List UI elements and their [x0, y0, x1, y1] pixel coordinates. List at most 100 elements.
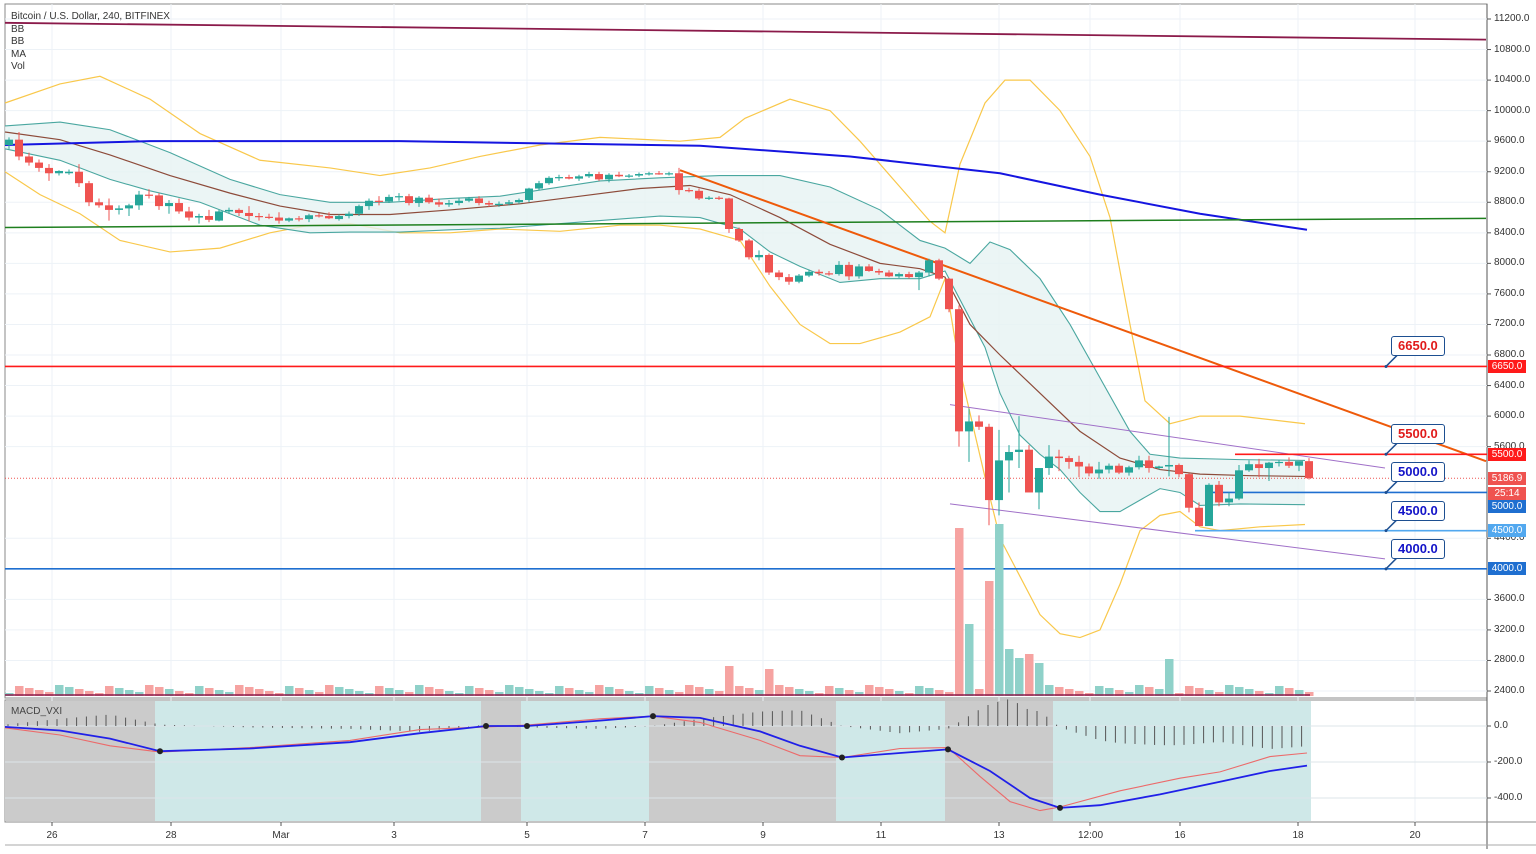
candle-body[interactable]: [865, 266, 873, 272]
symbol-title[interactable]: Bitcoin / U.S. Dollar, 240, BITFINEX: [11, 11, 170, 22]
candle-body[interactable]: [445, 203, 453, 205]
candle-body[interactable]: [1245, 464, 1253, 471]
candle-body[interactable]: [775, 272, 783, 278]
candle-body[interactable]: [225, 209, 233, 212]
candle-body[interactable]: [895, 274, 903, 277]
candle-body[interactable]: [75, 171, 83, 184]
candle-body[interactable]: [585, 174, 593, 177]
candle-body[interactable]: [695, 190, 703, 199]
candle-body[interactable]: [1225, 498, 1233, 503]
candle-body[interactable]: [755, 254, 763, 258]
level-callout-5000.0[interactable]: 5000.0: [1391, 462, 1445, 483]
candle-body[interactable]: [1175, 464, 1183, 475]
candle-body[interactable]: [425, 197, 433, 203]
candle-body[interactable]: [1185, 474, 1193, 508]
candle-body[interactable]: [1285, 461, 1293, 466]
candle-body[interactable]: [95, 202, 103, 206]
candle-body[interactable]: [375, 200, 383, 202]
candle-body[interactable]: [155, 195, 163, 207]
candle-body[interactable]: [485, 203, 493, 205]
candle-body[interactable]: [1015, 449, 1023, 452]
candle-body[interactable]: [685, 190, 693, 192]
candle-body[interactable]: [995, 460, 1003, 501]
candle-body[interactable]: [335, 216, 343, 220]
candle-body[interactable]: [1295, 461, 1303, 466]
price-pane[interactable]: [4, 3, 1488, 699]
trendline-orange-resistance[interactable]: [679, 169, 1487, 463]
macd-indicator-title[interactable]: MACD_VXI: [11, 706, 63, 717]
candle-body[interactable]: [565, 177, 573, 179]
candle-body[interactable]: [1065, 458, 1073, 462]
candle-body[interactable]: [1115, 465, 1123, 473]
level-callout-5500.0[interactable]: 5500.0: [1391, 424, 1445, 445]
candle-body[interactable]: [1075, 461, 1083, 467]
level-callout-6650.0[interactable]: 6650.0: [1391, 336, 1445, 357]
candle-body[interactable]: [345, 213, 353, 217]
candle-body[interactable]: [185, 211, 193, 218]
candle-body[interactable]: [5, 139, 13, 146]
candle-body[interactable]: [835, 264, 843, 275]
candle-body[interactable]: [295, 218, 303, 220]
candle-body[interactable]: [745, 240, 753, 258]
candle-body[interactable]: [175, 203, 183, 212]
candle-body[interactable]: [885, 272, 893, 277]
candle-body[interactable]: [675, 173, 683, 191]
candle-body[interactable]: [55, 170, 63, 174]
candle-body[interactable]: [1255, 464, 1263, 469]
candle-body[interactable]: [355, 206, 363, 214]
candle-body[interactable]: [1085, 466, 1093, 474]
candle-body[interactable]: [165, 203, 173, 207]
candle-body[interactable]: [475, 198, 483, 204]
channel-upper[interactable]: [949, 404, 1386, 469]
candle-body[interactable]: [365, 200, 373, 207]
candle-body[interactable]: [705, 197, 713, 199]
candle-body[interactable]: [625, 175, 633, 177]
candle-body[interactable]: [875, 271, 883, 273]
candle-body[interactable]: [515, 199, 523, 203]
candle-body[interactable]: [265, 216, 273, 218]
candle-body[interactable]: [735, 229, 743, 241]
candle-body[interactable]: [925, 260, 933, 273]
candle-body[interactable]: [665, 173, 673, 175]
candle-body[interactable]: [325, 216, 333, 219]
candle-body[interactable]: [1155, 466, 1163, 469]
candle-body[interactable]: [1035, 468, 1043, 493]
candle-body[interactable]: [725, 198, 733, 230]
candle-body[interactable]: [1105, 465, 1113, 470]
candle-body[interactable]: [905, 274, 913, 278]
candle-body[interactable]: [35, 162, 43, 168]
candle-body[interactable]: [145, 194, 153, 196]
candle-body[interactable]: [15, 139, 23, 157]
candle-body[interactable]: [1045, 456, 1053, 469]
candle-body[interactable]: [415, 197, 423, 204]
candle-body[interactable]: [825, 273, 833, 275]
level-callout-4500.0[interactable]: 4500.0: [1391, 500, 1445, 521]
candle-body[interactable]: [955, 309, 963, 432]
trendline-green-support[interactable]: [4, 217, 1487, 229]
candle-body[interactable]: [1235, 470, 1243, 499]
candle-body[interactable]: [1025, 449, 1033, 493]
candle-body[interactable]: [975, 421, 983, 427]
candle-body[interactable]: [405, 196, 413, 204]
candle-body[interactable]: [135, 194, 143, 206]
candle-body[interactable]: [115, 208, 123, 210]
candle-body[interactable]: [655, 173, 663, 175]
candle-body[interactable]: [1135, 460, 1143, 468]
candle-body[interactable]: [1195, 507, 1203, 527]
indicator-ma[interactable]: MA: [11, 48, 26, 60]
candle-body[interactable]: [945, 278, 953, 310]
candle-body[interactable]: [785, 277, 793, 282]
candle-body[interactable]: [795, 275, 803, 282]
candle-body[interactable]: [935, 260, 943, 279]
candle-body[interactable]: [25, 156, 33, 163]
trendline-maroon[interactable]: [4, 21, 1487, 41]
candle-body[interactable]: [915, 272, 923, 278]
candle-body[interactable]: [465, 198, 473, 201]
candle-body[interactable]: [505, 202, 513, 204]
candle-body[interactable]: [645, 173, 653, 175]
candle-body[interactable]: [125, 205, 133, 209]
candle-body[interactable]: [805, 271, 813, 276]
candle-body[interactable]: [1265, 462, 1273, 469]
